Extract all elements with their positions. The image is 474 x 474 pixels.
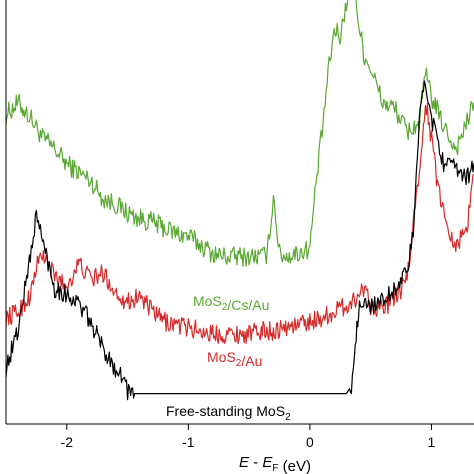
series-label-2: Free-standing MoS2 [166,403,291,423]
series-labels: MoS2/Cs/Au MoS2/Au Free-standing MoS2 [166,293,291,423]
series-label-0: MoS2/Cs/Au [193,293,269,313]
x-axis-label: E - EF (eV) [239,454,311,474]
plot-area [5,0,474,401]
series-line-0 [5,0,474,267]
series-line-2 [5,80,474,401]
axes: -2 -1 0 1 [5,0,474,450]
x-tick-label: -1 [182,434,195,450]
x-tick-label: 0 [306,434,314,450]
x-tick-label: -2 [61,434,74,450]
series-label-1: MoS2/Au [207,349,262,369]
x-tick-label: 1 [428,434,436,450]
